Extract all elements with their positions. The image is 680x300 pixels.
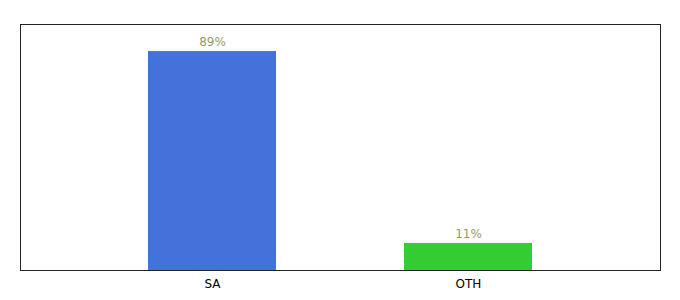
svg-text:OTH: OTH bbox=[456, 277, 482, 291]
svg-text:11%: 11% bbox=[455, 227, 482, 241]
svg-text:SA: SA bbox=[204, 277, 221, 291]
svg-text:89%: 89% bbox=[199, 35, 226, 49]
